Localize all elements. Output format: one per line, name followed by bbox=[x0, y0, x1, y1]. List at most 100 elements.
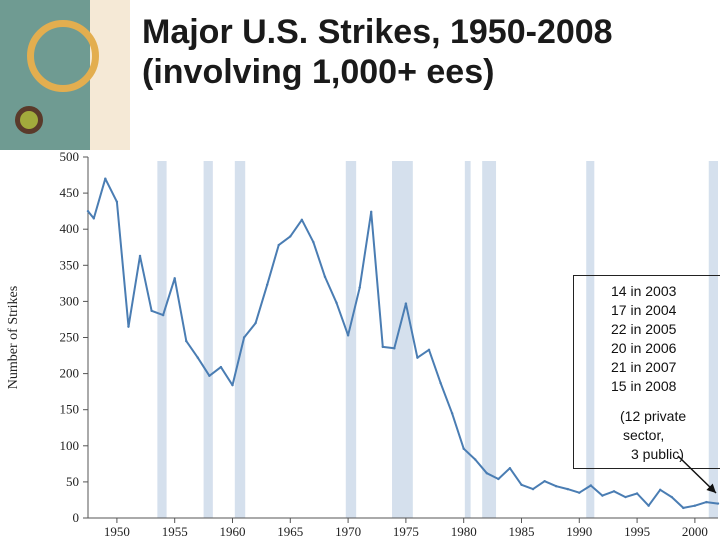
strikes-line-chart: 0 50 100 150 200 250 300 350 400 450 500 1950 1955 19… bbox=[6, 149, 720, 539]
y-tick-label-250: 250 bbox=[60, 330, 80, 345]
data-point-1993 bbox=[612, 490, 616, 493]
x-tick-label-1955: 1955 bbox=[162, 524, 188, 539]
data-point-1951 bbox=[127, 325, 130, 328]
data-point-1948 bbox=[92, 217, 95, 220]
data-point-1992 bbox=[601, 494, 604, 497]
data-point-1976 bbox=[416, 356, 419, 359]
data-point-1958 bbox=[208, 374, 211, 377]
data-point-1978 bbox=[439, 381, 442, 385]
y-tick-label-450: 450 bbox=[60, 185, 80, 200]
data-point-1987 bbox=[543, 479, 546, 483]
data-point-1975 bbox=[404, 302, 408, 305]
data-point-1981 bbox=[474, 458, 477, 461]
data-point-1974 bbox=[393, 347, 396, 350]
data-point-1991 bbox=[589, 484, 593, 487]
x-tick-label-1970: 1970 bbox=[335, 524, 361, 539]
y-tick-label-150: 150 bbox=[60, 402, 80, 417]
data-point-1999 bbox=[682, 506, 685, 510]
x-tick-label-1980: 1980 bbox=[451, 524, 477, 539]
data-point-1964 bbox=[277, 243, 280, 247]
data-point-1957 bbox=[196, 356, 200, 359]
data-point-1998 bbox=[670, 495, 673, 499]
data-point-1990 bbox=[578, 491, 581, 494]
annotation-line: 22 in 2005 bbox=[611, 321, 677, 337]
y-tick-label-200: 200 bbox=[60, 366, 80, 381]
y-tick-label-300: 300 bbox=[60, 293, 80, 308]
data-point-1966 bbox=[300, 218, 304, 222]
x-tick-label-1965: 1965 bbox=[277, 524, 303, 539]
y-tick-label-350: 350 bbox=[60, 257, 80, 272]
data-point-1950 bbox=[115, 200, 119, 203]
data-point-1997 bbox=[659, 488, 662, 492]
data-point-1971 bbox=[358, 286, 361, 289]
data-point-1969 bbox=[335, 301, 338, 305]
series-line-0 bbox=[87, 177, 719, 509]
shaded-period-3 bbox=[345, 161, 357, 518]
slide-title-line-2: (involving 1,000+ ees) bbox=[142, 53, 495, 91]
y-tick-label-400: 400 bbox=[60, 221, 80, 236]
x-tick-label-1960: 1960 bbox=[219, 524, 245, 539]
data-point-1962 bbox=[254, 321, 257, 325]
data-point-1996 bbox=[647, 504, 650, 507]
annotation-line: 14 in 2003 bbox=[611, 283, 677, 299]
y-tick-label-100: 100 bbox=[60, 438, 80, 453]
data-point-1954 bbox=[161, 313, 165, 317]
annotation-line: 17 in 2004 bbox=[611, 302, 677, 318]
annotation-line: 15 in 2008 bbox=[611, 378, 677, 394]
data-point-2002 bbox=[716, 502, 720, 505]
data-point-1973 bbox=[381, 345, 384, 349]
decorative-small-ring bbox=[15, 106, 43, 134]
data-point-1949 bbox=[104, 177, 107, 180]
data-point-1972 bbox=[370, 210, 373, 214]
y-tick-label-50: 50 bbox=[66, 474, 79, 489]
data-point-1952 bbox=[138, 254, 142, 258]
data-point-1988 bbox=[554, 485, 558, 488]
data-point-1961 bbox=[242, 336, 246, 339]
data-point-1979 bbox=[450, 412, 454, 415]
annotation-line: 21 in 2007 bbox=[611, 359, 677, 375]
data-point-1995 bbox=[635, 492, 639, 495]
data-point-1956 bbox=[185, 339, 188, 343]
data-point-1955 bbox=[173, 277, 176, 280]
data-point-1968 bbox=[323, 275, 327, 279]
data-point-1977 bbox=[427, 348, 431, 351]
annotation-year-counts: 14 in 2003 17 in 2004 22 in 2005 20 in 2006… bbox=[611, 282, 676, 396]
data-point-2001 bbox=[705, 500, 708, 504]
data-point-1989 bbox=[566, 487, 569, 491]
data-point-1947.5 bbox=[86, 209, 90, 213]
data-point-1970 bbox=[346, 334, 350, 337]
x-tick-label-1975: 1975 bbox=[393, 524, 419, 539]
x-tick-label-2000: 2000 bbox=[682, 524, 708, 539]
shaded-period-0 bbox=[157, 161, 167, 518]
annotation-note-line: sector, bbox=[623, 427, 665, 443]
x-tick-label-1995: 1995 bbox=[624, 524, 650, 539]
y-tick-label-500: 500 bbox=[60, 149, 80, 164]
decorative-cream-panel bbox=[90, 0, 130, 150]
data-point-1959 bbox=[219, 365, 223, 369]
data-point-1985 bbox=[520, 483, 523, 486]
data-point-2000 bbox=[693, 504, 697, 507]
x-tick-label-1985: 1985 bbox=[508, 524, 534, 539]
annotation-note: (12 private sector, 3 public) bbox=[620, 407, 686, 464]
decorative-gold-ring bbox=[27, 20, 99, 92]
shaded-period-7 bbox=[586, 161, 595, 518]
slide-title-line-1: Major U.S. Strikes, 1950-2008 bbox=[142, 13, 613, 51]
data-point-1983 bbox=[497, 477, 500, 481]
data-point-1965 bbox=[289, 235, 292, 238]
shaded-period-8 bbox=[708, 161, 718, 518]
y-tick-label-0: 0 bbox=[73, 510, 80, 525]
data-point-1953 bbox=[150, 309, 153, 312]
data-point-1967 bbox=[312, 240, 315, 244]
y-axis-title: Number of Strikes bbox=[6, 286, 21, 389]
data-point-1994 bbox=[624, 495, 627, 499]
slide-title: Major U.S. Strikes, 1950-2008 (involving… bbox=[142, 12, 712, 92]
shaded-period-5 bbox=[464, 161, 471, 518]
shaded-period-1 bbox=[203, 161, 213, 518]
x-tick-label-1990: 1990 bbox=[566, 524, 592, 539]
data-point-1984 bbox=[508, 466, 512, 470]
data-point-1986 bbox=[531, 487, 535, 491]
annotation-note-line: (12 private bbox=[620, 408, 687, 424]
data-point-1980 bbox=[462, 447, 465, 450]
x-tick-label-1950: 1950 bbox=[104, 524, 130, 539]
annotation-note-line: 3 public) bbox=[631, 446, 684, 462]
